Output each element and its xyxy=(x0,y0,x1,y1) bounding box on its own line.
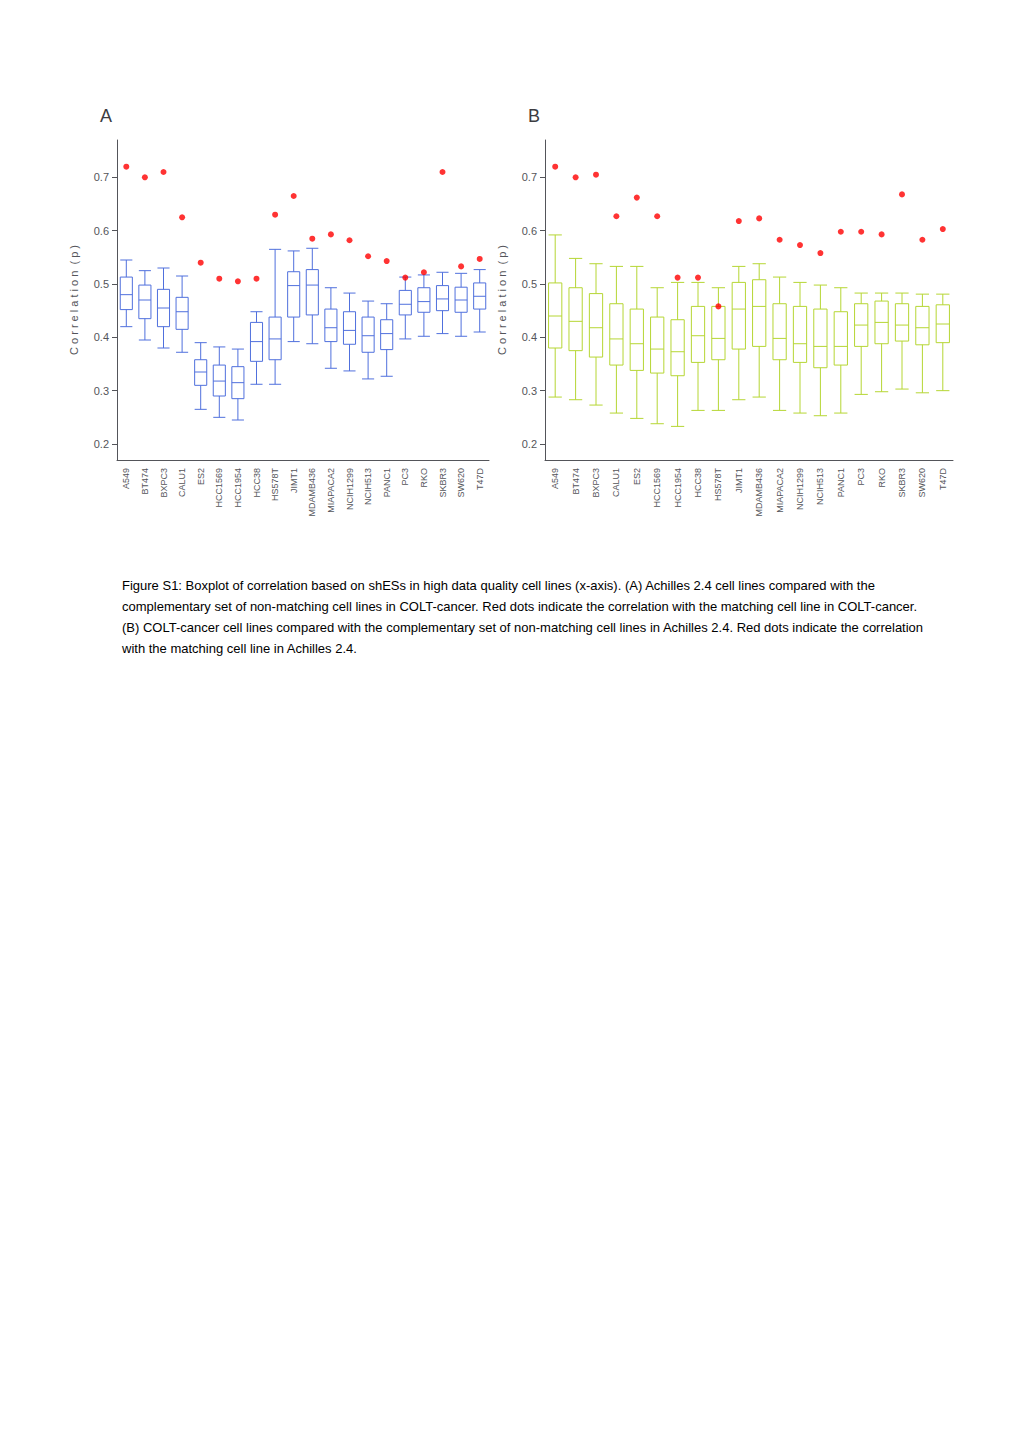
svg-text:0.7: 0.7 xyxy=(94,171,109,183)
svg-text:NCIH513: NCIH513 xyxy=(815,468,825,505)
svg-text:MIAPACA2: MIAPACA2 xyxy=(326,468,336,513)
svg-text:0.7: 0.7 xyxy=(522,171,537,183)
svg-text:0.4: 0.4 xyxy=(94,331,109,343)
svg-text:NCIH1299: NCIH1299 xyxy=(345,468,355,510)
svg-text:HCC1569: HCC1569 xyxy=(652,468,662,508)
svg-text:0.2: 0.2 xyxy=(522,438,537,450)
svg-text:RKO: RKO xyxy=(419,468,429,488)
svg-text:HCC1954: HCC1954 xyxy=(233,468,243,508)
svg-text:complementary set of non-match: complementary set of non-matching cell l… xyxy=(122,599,921,614)
svg-text:0.6: 0.6 xyxy=(522,225,537,237)
svg-text:BT474: BT474 xyxy=(571,468,581,495)
svg-text:Figure S1: Boxplot of correlat: Figure S1: Boxplot of correlation based … xyxy=(122,578,879,593)
svg-text:ES2: ES2 xyxy=(196,468,206,485)
svg-text:SKBR3: SKBR3 xyxy=(897,468,907,498)
svg-text:HCC38: HCC38 xyxy=(252,468,262,498)
svg-text:0.2: 0.2 xyxy=(94,438,109,450)
svg-text:CALU1: CALU1 xyxy=(611,468,621,497)
svg-text:0.4: 0.4 xyxy=(522,331,537,343)
svg-text:A: A xyxy=(100,106,112,126)
svg-text:HCC1569: HCC1569 xyxy=(214,468,224,508)
svg-text:BXPC3: BXPC3 xyxy=(159,468,169,498)
svg-text:C o r r e l a t i o n ( p ): C o r r e l a t i o n ( p ) xyxy=(496,245,508,355)
svg-text:MDAMB436: MDAMB436 xyxy=(754,468,764,517)
svg-text:PANC1: PANC1 xyxy=(382,468,392,497)
svg-text:PC3: PC3 xyxy=(856,468,866,486)
svg-text:ES2: ES2 xyxy=(632,468,642,485)
svg-text:T47D: T47D xyxy=(938,468,948,491)
svg-text:HS578T: HS578T xyxy=(713,468,723,502)
svg-text:C o r r e l a t i o n ( p ): C o r r e l a t i o n ( p ) xyxy=(68,245,80,355)
svg-text:0.5: 0.5 xyxy=(522,278,537,290)
svg-text:SW620: SW620 xyxy=(456,468,466,498)
svg-text:HS578T: HS578T xyxy=(270,468,280,502)
svg-text:BT474: BT474 xyxy=(140,468,150,495)
svg-text:A549: A549 xyxy=(121,468,131,489)
svg-text:with the matching cell line in: with the matching cell line in Achilles … xyxy=(121,641,357,656)
svg-text:MIAPACA2: MIAPACA2 xyxy=(775,468,785,513)
svg-text:NCIH1299: NCIH1299 xyxy=(795,468,805,510)
svg-text:HCC1954: HCC1954 xyxy=(673,468,683,508)
svg-text:PC3: PC3 xyxy=(400,468,410,486)
svg-text:B: B xyxy=(528,106,540,126)
svg-text:CALU1: CALU1 xyxy=(177,468,187,497)
svg-text:JIMT1: JIMT1 xyxy=(734,468,744,493)
svg-text:0.6: 0.6 xyxy=(94,225,109,237)
svg-text:RKO: RKO xyxy=(877,468,887,488)
svg-text:PANC1: PANC1 xyxy=(836,468,846,497)
svg-text:SW620: SW620 xyxy=(917,468,927,498)
svg-text:NCIH513: NCIH513 xyxy=(363,468,373,505)
svg-text:A549: A549 xyxy=(550,468,560,489)
svg-text:JIMT1: JIMT1 xyxy=(289,468,299,493)
svg-text:MDAMB436: MDAMB436 xyxy=(307,468,317,517)
svg-text:0.3: 0.3 xyxy=(94,385,109,397)
svg-text:0.5: 0.5 xyxy=(94,278,109,290)
svg-text:SKBR3: SKBR3 xyxy=(438,468,448,498)
svg-text:BXPC3: BXPC3 xyxy=(591,468,601,498)
svg-text:0.3: 0.3 xyxy=(522,385,537,397)
svg-text:HCC38: HCC38 xyxy=(693,468,703,498)
svg-text:T47D: T47D xyxy=(475,468,485,491)
svg-text:(B) COLT-cancer cell lines com: (B) COLT-cancer cell lines compared with… xyxy=(122,620,927,635)
